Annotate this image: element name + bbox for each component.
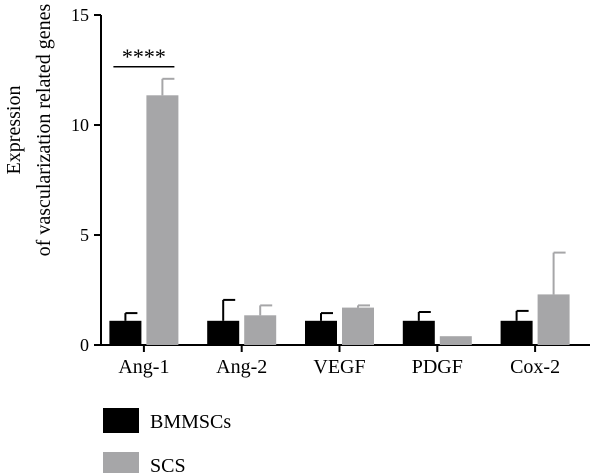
legend-swatch-scs — [103, 452, 139, 473]
y-axis: 0 5 10 15 — [71, 5, 102, 355]
y-tick-label: 15 — [71, 5, 89, 25]
legend: BMMSCs SCS — [103, 408, 231, 473]
bar-bmmscs-ang-2 — [207, 320, 240, 345]
y-axis-title-line2: of vascularization related genes — [33, 3, 55, 256]
bar-bmmscs-cox-2 — [500, 320, 533, 345]
y-tick-label: 0 — [80, 335, 89, 355]
legend-label-scs: SCS — [150, 455, 186, 473]
bar-bmmscs-vegf — [305, 320, 337, 345]
x-axis: Ang-1 Ang-2 VEGF PDGF Cox-2 — [100, 344, 590, 378]
bar-bmmscs-ang-1 — [109, 320, 142, 345]
y-axis-title: Expression — [3, 86, 25, 175]
x-tick-label: Ang-1 — [118, 356, 169, 378]
x-tick-label: Cox-2 — [510, 356, 560, 378]
bars — [109, 77, 570, 345]
y-tick-label: 5 — [80, 225, 89, 245]
annotations: **** — [113, 44, 175, 69]
x-tick-label: Ang-2 — [216, 356, 267, 378]
bar-scs-vegf — [342, 307, 374, 345]
y-tick-label: 10 — [71, 115, 89, 135]
x-tick-label: VEGF — [313, 356, 365, 378]
bar-scs-cox-2 — [537, 294, 570, 345]
bar-scs-ang-1 — [146, 95, 179, 345]
x-tick-label: PDGF — [412, 356, 463, 378]
bar-scs-pdgf — [439, 336, 472, 345]
legend-swatch-bmmscs — [103, 408, 139, 433]
bar-bmmscs-pdgf — [402, 320, 435, 345]
bar-scs-ang-2 — [244, 315, 277, 345]
legend-label-bmmscs: BMMSCs — [150, 411, 231, 433]
significance-label: **** — [122, 44, 166, 69]
